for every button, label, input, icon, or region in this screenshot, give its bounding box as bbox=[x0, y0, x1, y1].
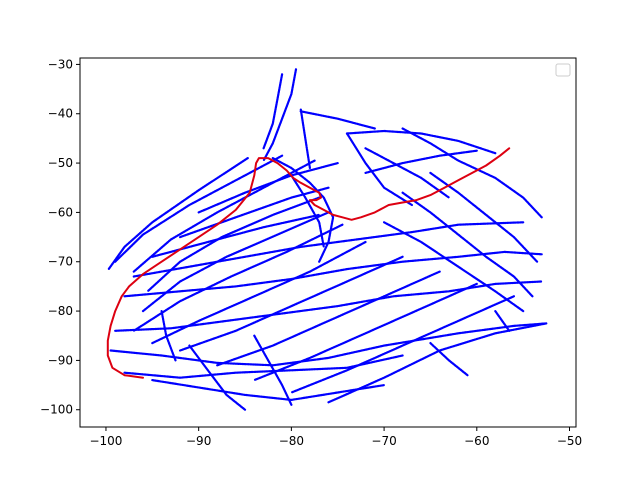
x-tick-label: −70 bbox=[371, 434, 396, 448]
blue-segment bbox=[345, 129, 497, 155]
blue-segment bbox=[179, 186, 330, 239]
y-tick-label: −40 bbox=[48, 107, 73, 121]
blue-segment bbox=[429, 342, 469, 377]
y-tick-label: −80 bbox=[48, 304, 73, 318]
blue-segment bbox=[109, 322, 548, 367]
blue-segment bbox=[299, 110, 376, 130]
blue-segment bbox=[364, 149, 478, 174]
x-tick-label: −50 bbox=[557, 434, 582, 448]
y-tick-label: −50 bbox=[48, 156, 73, 170]
x-axis: −100 −90 −80 −70 −60 −50 bbox=[89, 427, 582, 448]
blue-segment bbox=[401, 191, 534, 298]
blue-segment bbox=[364, 147, 451, 199]
blue-segment bbox=[494, 310, 511, 332]
blue-segment bbox=[107, 157, 249, 271]
y-tick-label: −30 bbox=[48, 57, 73, 71]
y-tick-label: −70 bbox=[48, 255, 73, 269]
blue-segment bbox=[253, 334, 293, 406]
blue-segment bbox=[383, 221, 525, 313]
blue-segment bbox=[299, 107, 311, 170]
x-tick-label: −80 bbox=[279, 434, 304, 448]
blue-segment bbox=[253, 282, 478, 382]
blue-segment bbox=[151, 379, 386, 401]
plot-area bbox=[106, 68, 548, 411]
blue-segment bbox=[114, 154, 284, 263]
blue-series bbox=[107, 68, 548, 411]
blue-segment bbox=[179, 255, 404, 352]
blue-segment bbox=[123, 250, 543, 298]
blue-segment bbox=[401, 127, 543, 219]
blue-segment bbox=[216, 270, 441, 367]
blue-segment bbox=[123, 354, 404, 379]
blue-segment bbox=[151, 240, 367, 345]
red-series bbox=[106, 147, 511, 379]
blue-segment bbox=[262, 68, 298, 162]
blue-segment bbox=[262, 73, 284, 150]
blue-segment bbox=[290, 295, 516, 394]
blue-segment bbox=[290, 174, 325, 248]
blue-segment bbox=[345, 132, 413, 207]
blue-segment bbox=[146, 196, 321, 293]
x-tick-label: −60 bbox=[464, 434, 489, 448]
blue-segment bbox=[197, 162, 339, 214]
blue-segment bbox=[160, 310, 177, 362]
y-axis: −100 −90 −80 −70 −60 −50 −40 −30 bbox=[40, 57, 80, 417]
blue-segment bbox=[132, 223, 344, 332]
legend-box bbox=[555, 63, 571, 77]
red-route bbox=[106, 147, 511, 379]
axes-frame bbox=[79, 57, 577, 428]
y-tick-label: −90 bbox=[48, 353, 73, 367]
blue-segment bbox=[114, 280, 543, 332]
y-tick-label: −100 bbox=[40, 403, 73, 417]
y-tick-label: −60 bbox=[48, 205, 73, 219]
blue-segment bbox=[188, 344, 247, 411]
blue-segment bbox=[271, 157, 335, 263]
x-tick-label: −90 bbox=[186, 434, 211, 448]
x-tick-label: −100 bbox=[89, 434, 122, 448]
